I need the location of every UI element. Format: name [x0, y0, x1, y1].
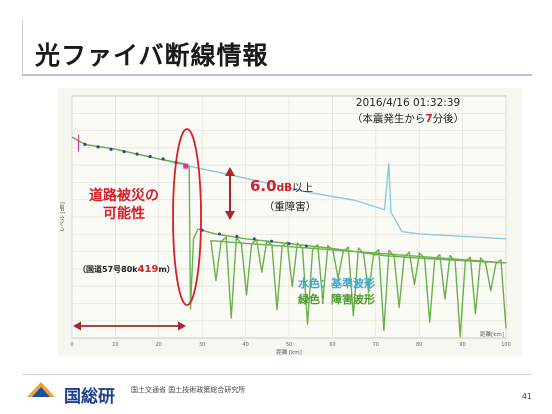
y-axis-label: レベル [dB]: [59, 202, 66, 232]
chart-svg: 0 10 20 30 40 50 60 70 80 90 100 距離 [km] 距離[km] レベル […: [59, 95, 511, 356]
title-accent-line: [22, 20, 23, 75]
distance-arrow-head-left: [73, 321, 81, 331]
x-unit-label: 距離[km]: [480, 330, 504, 338]
event-marker: [218, 232, 222, 236]
legend-fault-part-1: ：障害波形: [320, 292, 375, 306]
event-marker: [287, 242, 291, 246]
x-tick-label: 40: [242, 342, 248, 348]
x-tick-label: 80: [416, 342, 422, 348]
timestamp-note: （本震発生から7分後）: [352, 112, 464, 125]
event-marker: [109, 147, 113, 151]
distance-arrow-head-right: [178, 321, 187, 331]
hazard-label-line2: 可能性: [103, 205, 145, 222]
event-marker: [304, 244, 308, 248]
series-line-fault: [71, 136, 507, 338]
org-logo-icon: [27, 382, 55, 397]
event-marker: [252, 237, 256, 241]
timestamp-note-part-2: 分後）: [433, 112, 465, 125]
org-name: 国土交通省 国土技術政策総合研究所: [131, 386, 246, 394]
loss-label-part-0: 6.0: [250, 177, 277, 195]
slide-title: 光ファイバ断線情報: [35, 41, 269, 70]
loss-arrow-head-bottom: [225, 211, 235, 220]
event-marker: [148, 154, 152, 159]
location-label-part-1: 419: [138, 264, 159, 275]
x-tick-label: 50: [286, 342, 292, 348]
location-label-part-2: m）: [158, 264, 174, 274]
x-tick-label: 90: [459, 342, 465, 348]
event-marker: [83, 142, 87, 146]
org-logo-text: 国総研: [64, 387, 115, 407]
x-tick-label: 60: [329, 342, 335, 348]
x-axis-label: 距離 [km]: [276, 348, 302, 356]
loss-label: 6.0dB以上: [250, 177, 313, 195]
timestamp-label: 2016/4/16 01:32:39: [356, 97, 460, 109]
legend-reference: 水色：基準波形: [298, 276, 375, 290]
footer-divider: [22, 374, 532, 375]
x-tick-label: 20: [156, 342, 162, 348]
location-label: （国道57号80k419m）: [78, 264, 175, 275]
loss-label-part-1: dB: [277, 182, 293, 194]
legend-reference-part-1: ：基準波形: [320, 276, 375, 290]
x-tick-label: 30: [199, 342, 205, 348]
location-label-part-0: （国道57号80k: [78, 264, 138, 274]
timestamp-note-part-0: （本震発生から: [352, 112, 426, 125]
loss-note: （重障害）: [264, 200, 317, 213]
event-marker: [235, 234, 239, 238]
x-tick-label: 10: [112, 342, 118, 348]
otdr-chart: 0 10 20 30 40 50 60 70 80 90 100 距離 [km] 距離[km] レベル […: [58, 88, 522, 356]
break-marker: [183, 163, 189, 169]
x-tick-label: 0: [70, 342, 73, 348]
legend-reference-part-0: 水色: [298, 276, 320, 290]
event-marker: [96, 145, 100, 149]
page-number: 41: [521, 392, 532, 401]
loss-arrow-head-top: [225, 167, 235, 176]
break-ellipse: [172, 128, 202, 306]
title-underline: [22, 74, 532, 76]
event-marker: [135, 152, 139, 156]
event-marker: [161, 157, 165, 161]
event-marker: [122, 150, 126, 154]
legend-fault-part-0: 緑色: [298, 292, 320, 306]
x-tick-label: 70: [373, 342, 379, 348]
event-marker: [270, 239, 274, 243]
hazard-label-line1: 道路被災の: [89, 187, 159, 204]
loss-label-part-2: 以上: [292, 182, 313, 194]
timestamp-note-part-1: 7: [425, 113, 432, 125]
x-tick-label: 100: [501, 342, 511, 348]
legend-fault: 緑色：障害波形: [298, 292, 375, 306]
